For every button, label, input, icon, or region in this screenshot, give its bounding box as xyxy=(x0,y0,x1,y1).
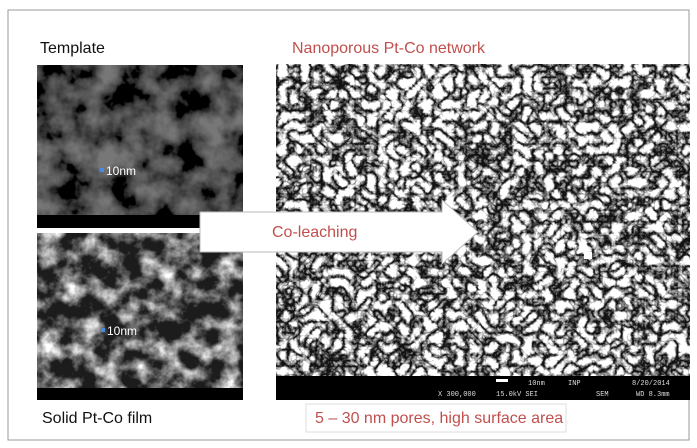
arrow-label: Co-leaching xyxy=(272,224,357,241)
template-image: 10nm xyxy=(37,65,243,228)
film-image: 10nm xyxy=(37,233,243,400)
scale-label: 10nm xyxy=(107,324,137,338)
info-text: WD 8.3mm xyxy=(636,391,670,399)
info-text: 15.0kV SEI xyxy=(496,391,538,399)
template-label: Template xyxy=(40,40,105,57)
slide: Template Nanoporous Pt-Co network 10nm 1… xyxy=(0,0,697,448)
network-caption: 5 – 30 nm pores, high surface area xyxy=(315,410,563,427)
info-text: 10nm xyxy=(528,380,545,388)
scale-label: 10nm xyxy=(106,164,136,178)
film-label: Solid Pt-Co film xyxy=(42,410,152,427)
info-text: X 300,000 xyxy=(438,391,476,399)
info-text: INP xyxy=(568,380,581,388)
info-text: 8/20/2014 xyxy=(632,380,670,388)
network-label: Nanoporous Pt-Co network xyxy=(292,40,486,57)
info-text: SEM xyxy=(596,391,609,399)
